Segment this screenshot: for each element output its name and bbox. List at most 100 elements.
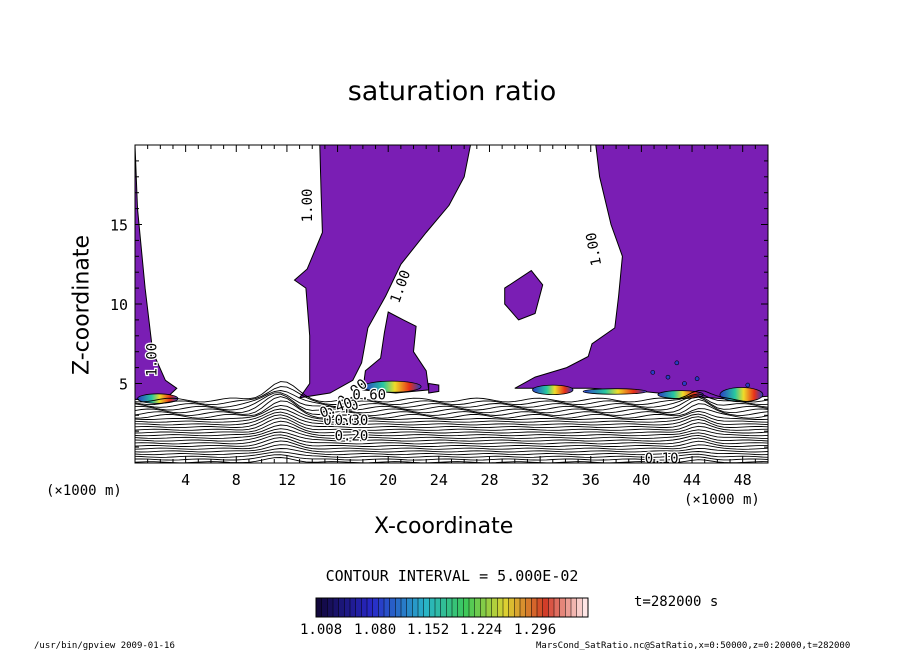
colorbar-swatch <box>474 598 481 617</box>
contour-line <box>135 408 768 423</box>
contour-line <box>135 417 768 431</box>
contour-line <box>135 393 768 414</box>
colorbar-swatch <box>378 598 385 617</box>
contour-line <box>135 411 768 426</box>
contour-line <box>135 431 768 442</box>
x-tick-label: 20 <box>379 471 397 489</box>
x-tick-label: 48 <box>734 471 752 489</box>
colorbar-swatch <box>514 598 521 617</box>
cloud-cell <box>694 376 700 382</box>
y-axis-label: Z-coordinate <box>69 235 95 375</box>
colorbar-swatch <box>384 598 390 617</box>
colorbar-frame <box>315 597 589 618</box>
x-tick-label: 36 <box>582 471 600 489</box>
supersaturated-region <box>293 145 472 399</box>
colorbar-swatch <box>486 598 492 617</box>
supersaturated-region <box>428 382 440 394</box>
colorbar-swatch <box>508 598 515 617</box>
colorbar-swatch <box>406 598 413 617</box>
colorbar-swatch <box>372 598 379 617</box>
supersaturated-region <box>362 311 430 394</box>
footer-right: MarsCond_SatRatio.nc@SatRatio,x=0:50000,… <box>536 641 851 651</box>
x-tick-label: 4 <box>181 471 190 489</box>
footer-left: /usr/bin/gpview 2009-01-16 <box>34 641 175 651</box>
contour-line <box>135 448 768 456</box>
x-tick-label: 8 <box>232 471 241 489</box>
colorbar-swatch <box>367 598 373 617</box>
contour-line <box>135 396 768 416</box>
contour-line <box>135 424 768 437</box>
colorbar-swatch <box>537 598 543 617</box>
contour-line <box>135 392 768 411</box>
colorbar-tick-label: 1.296 <box>514 622 557 638</box>
contour-label: 1.00 <box>145 343 161 377</box>
contour-line <box>135 428 768 439</box>
colorbar-swatch <box>418 598 424 617</box>
cloud-cell <box>682 381 687 386</box>
colorbar-swatch <box>565 598 572 617</box>
contour-line <box>135 444 768 453</box>
colorbar-swatch <box>559 598 566 617</box>
x-tick-label: 12 <box>278 471 296 489</box>
y-tick-label: 10 <box>110 296 128 314</box>
colorbar-swatch <box>338 598 345 617</box>
colorbar-swatch <box>429 598 436 617</box>
colorbar-swatch <box>344 598 351 617</box>
high-saturation-band <box>362 380 422 393</box>
colorbar-swatch <box>440 598 447 617</box>
x-tick-label: 16 <box>329 471 347 489</box>
colorbar-swatch <box>389 598 396 617</box>
colorbar-swatch <box>435 598 441 617</box>
colorbar-swatch <box>452 598 458 617</box>
colorbar-swatch <box>333 598 339 617</box>
x-tick-label: 28 <box>480 471 498 489</box>
time-stamp: t=282000 s <box>634 594 719 610</box>
cloud-cell <box>674 360 680 366</box>
cloud-cell <box>650 370 656 375</box>
contour-label: 0.60 <box>352 387 386 403</box>
high-saturation-band <box>719 387 764 403</box>
colorbar-swatch <box>576 598 583 617</box>
high-saturation-band <box>582 388 647 395</box>
colorbar-swatch <box>412 598 419 617</box>
contour-line <box>135 451 768 458</box>
colorbar-swatch <box>457 598 464 617</box>
contour-label: 0.50 <box>323 413 357 429</box>
colorbar-swatch <box>446 598 453 617</box>
colorbar-swatch <box>503 598 509 617</box>
colorbar-swatch <box>520 598 526 617</box>
colorbar-swatch <box>350 598 356 617</box>
colorbar-swatch <box>321 598 328 617</box>
colorbar-swatch <box>582 598 589 617</box>
chart-title: saturation ratio <box>347 76 557 107</box>
contour-line <box>135 420 768 434</box>
colorbar-swatch <box>491 598 498 617</box>
contour-label: 0.30 <box>335 413 369 429</box>
contour-label: 1.00 <box>584 231 606 267</box>
y-tick-label: 15 <box>110 217 128 235</box>
plot-area <box>135 145 768 404</box>
colorbar-swatch <box>316 598 322 617</box>
colorbar-swatch <box>542 598 549 617</box>
colorbar-tick-label: 1.152 <box>407 622 450 638</box>
colorbar-swatch <box>355 598 362 617</box>
contour-label: 0.10 <box>645 451 679 467</box>
contour-line <box>135 437 768 448</box>
cloud-cell <box>665 374 671 380</box>
y-unit-label: (×1000 m) <box>46 483 122 499</box>
colorbar-swatch <box>554 598 560 617</box>
contour-label: 1.00 <box>300 189 316 223</box>
contour-line <box>135 381 768 403</box>
colorbar-swatch <box>469 598 475 617</box>
contour-line <box>135 400 768 419</box>
contour-line <box>135 390 768 408</box>
contour-line <box>135 440 768 450</box>
colorbar-tick-label: 1.224 <box>460 622 503 638</box>
x-tick-label: 32 <box>531 471 549 489</box>
colorbar-swatch <box>361 598 368 617</box>
contour-interval-label: CONTOUR INTERVAL = 5.000E-02 <box>325 567 579 585</box>
contour-line <box>135 386 768 406</box>
colorbar <box>315 597 589 618</box>
